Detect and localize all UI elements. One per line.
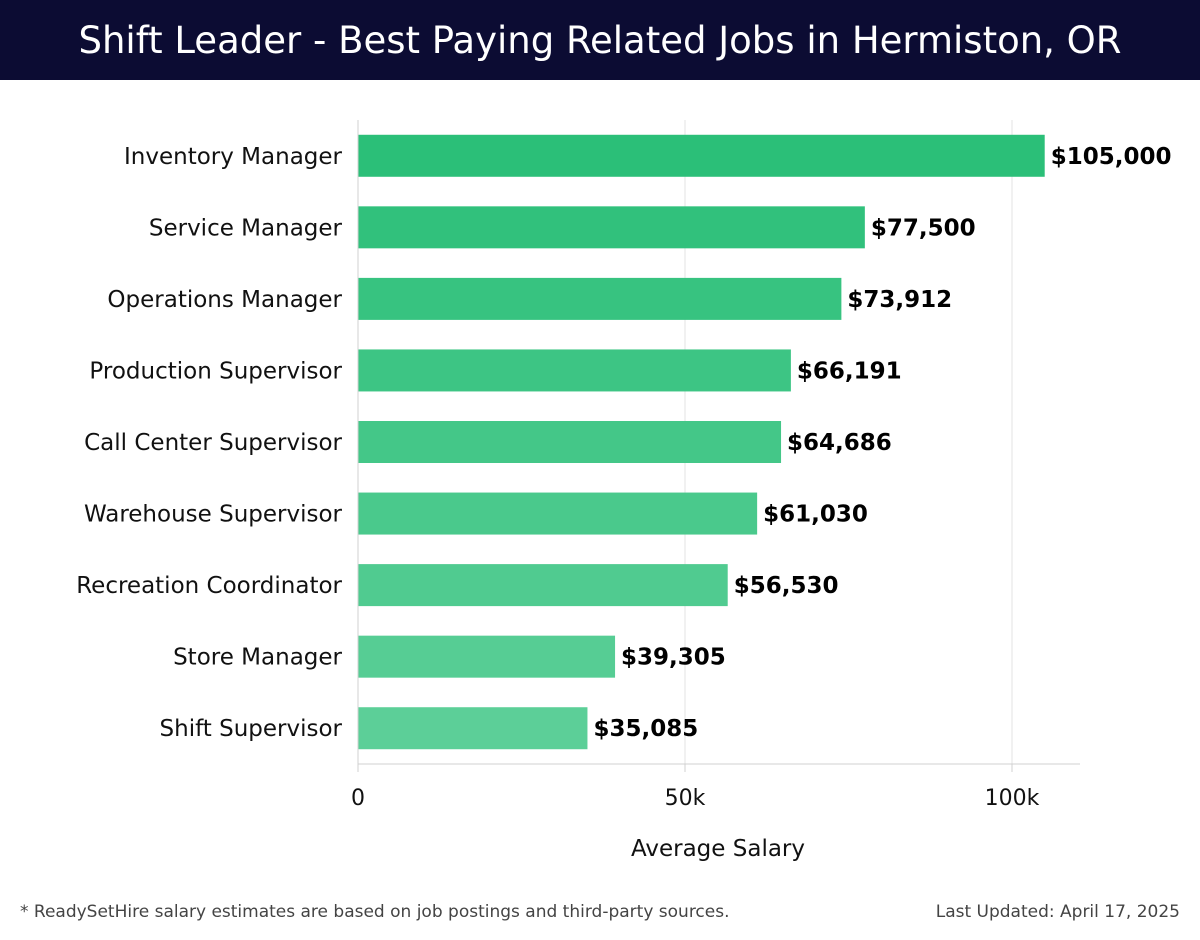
bar	[358, 707, 588, 750]
value-label: $77,500	[871, 215, 976, 241]
bar-chart: 0 50k 100k Inventory Manager $105,000 Servic…	[76, 120, 1171, 862]
category-label: Service Manager	[149, 215, 343, 241]
category-label: Recreation Coordinator	[76, 573, 342, 599]
chart-title: Shift Leader - Best Paying Related Jobs …	[78, 18, 1122, 62]
bar	[358, 492, 758, 535]
bar	[358, 564, 728, 607]
bar	[358, 206, 865, 249]
category-label: Store Manager	[173, 645, 342, 671]
x-axis-title: Average Salary	[631, 836, 805, 862]
value-label: $56,530	[734, 573, 839, 599]
labels: Inventory Manager $105,000 Service Manager…	[76, 144, 1171, 742]
value-label: $61,030	[763, 502, 868, 528]
x-tick-label: 0	[351, 786, 365, 811]
category-label: Warehouse Supervisor	[84, 502, 343, 528]
category-label: Production Supervisor	[89, 358, 342, 384]
value-label: $39,305	[621, 645, 726, 671]
value-label: $35,085	[593, 716, 698, 742]
bar	[358, 635, 616, 678]
bar	[358, 277, 842, 320]
category-label: Operations Manager	[107, 287, 342, 313]
category-label: Call Center Supervisor	[84, 430, 342, 456]
bar	[358, 349, 791, 392]
value-label: $105,000	[1051, 144, 1172, 170]
x-tick-label: 50k	[665, 786, 706, 811]
value-label: $66,191	[797, 358, 902, 384]
x-tick-label: 100k	[985, 786, 1040, 811]
value-label: $64,686	[787, 430, 892, 456]
axes: 0 50k 100k	[351, 120, 1080, 811]
chart-header: Shift Leader - Best Paying Related Jobs …	[0, 0, 1200, 80]
category-label: Inventory Manager	[124, 144, 343, 170]
footnote: * ReadySetHire salary estimates are base…	[20, 902, 730, 922]
category-label: Shift Supervisor	[160, 716, 343, 742]
value-label: $73,912	[847, 287, 952, 313]
last-updated: Last Updated: April 17, 2025	[935, 902, 1180, 922]
bar	[358, 134, 1045, 177]
bar	[358, 421, 782, 463]
bars	[358, 134, 1045, 750]
